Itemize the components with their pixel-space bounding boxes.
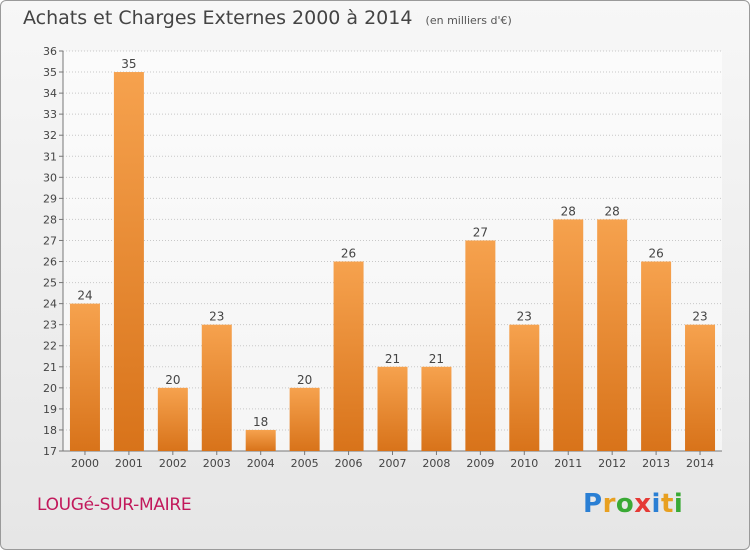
logo-letter: o xyxy=(615,489,635,519)
bar xyxy=(597,219,628,451)
y-tick-label: 25 xyxy=(43,277,57,290)
title-row: Achats et Charges Externes 2000 à 2014 (… xyxy=(23,7,512,29)
y-tick-label: 26 xyxy=(43,256,57,269)
x-tick-label: 2002 xyxy=(159,457,187,470)
logo-letter: i xyxy=(651,489,661,519)
data-label: 28 xyxy=(605,204,620,218)
y-tick-label: 29 xyxy=(43,192,57,205)
bar xyxy=(465,240,496,451)
y-tick-label: 17 xyxy=(43,445,57,458)
data-label: 24 xyxy=(77,289,92,303)
bar xyxy=(113,72,144,451)
bar xyxy=(157,387,188,451)
y-tick-label: 35 xyxy=(43,66,57,79)
y-tick-label: 31 xyxy=(43,150,57,163)
x-tick-label: 2010 xyxy=(510,457,538,470)
y-tick-label: 36 xyxy=(43,45,57,58)
town-name: LOUGé-SUR-MAIRE xyxy=(37,495,192,515)
x-tick-label: 2013 xyxy=(642,457,670,470)
data-label: 23 xyxy=(209,310,224,324)
y-tick-label: 18 xyxy=(43,424,57,437)
logo-letter: i xyxy=(673,489,684,519)
data-label: 28 xyxy=(561,204,576,218)
proxiti-logo[interactable]: Proxiti xyxy=(583,489,683,519)
bar xyxy=(685,324,716,451)
y-tick-label: 27 xyxy=(43,234,57,247)
y-tick-label: 28 xyxy=(43,213,57,226)
x-tick-label: 2006 xyxy=(335,457,363,470)
chart-title: Achats et Charges Externes 2000 à 2014 xyxy=(23,7,413,29)
bar xyxy=(421,366,452,451)
data-label: 18 xyxy=(253,415,268,429)
x-tick-label: 2001 xyxy=(115,457,143,470)
data-label: 23 xyxy=(517,310,532,324)
logo-letter: x xyxy=(634,489,652,519)
x-tick-label: 2004 xyxy=(247,457,275,470)
x-tick-label: 2005 xyxy=(291,457,319,470)
x-tick-label: 2000 xyxy=(71,457,99,470)
bar xyxy=(377,366,408,451)
bar xyxy=(289,387,320,451)
x-tick-label: 2009 xyxy=(466,457,494,470)
y-tick-label: 23 xyxy=(43,319,57,332)
bar xyxy=(641,261,672,451)
bar xyxy=(69,303,100,451)
y-tick-label: 20 xyxy=(43,382,57,395)
logo-letter: P xyxy=(583,489,603,519)
y-tick-label: 33 xyxy=(43,108,57,121)
chart-subtitle: (en milliers d'€) xyxy=(425,14,512,27)
x-tick-label: 2012 xyxy=(598,457,626,470)
data-label: 26 xyxy=(648,247,663,261)
data-label: 27 xyxy=(473,225,488,239)
data-label: 21 xyxy=(385,352,400,366)
y-tick-label: 21 xyxy=(43,361,57,374)
bar xyxy=(245,429,276,451)
data-label: 21 xyxy=(429,352,444,366)
y-tick-label: 24 xyxy=(43,298,57,311)
bar xyxy=(333,261,364,451)
data-label: 26 xyxy=(341,247,356,261)
x-tick-label: 2007 xyxy=(379,457,407,470)
logo-letter: r xyxy=(602,489,616,519)
x-tick-label: 2014 xyxy=(686,457,714,470)
y-tick-label: 30 xyxy=(43,171,57,184)
logo-letter: t xyxy=(660,489,674,519)
y-tick-label: 32 xyxy=(43,129,57,142)
data-label: 23 xyxy=(692,310,707,324)
y-tick-label: 34 xyxy=(43,87,57,100)
y-tick-label: 22 xyxy=(43,340,57,353)
data-label: 20 xyxy=(297,373,312,387)
bar xyxy=(509,324,540,451)
x-tick-label: 2011 xyxy=(554,457,582,470)
data-label: 35 xyxy=(121,57,136,71)
data-label: 20 xyxy=(165,373,180,387)
x-tick-label: 2003 xyxy=(203,457,231,470)
bar xyxy=(553,219,584,451)
bar xyxy=(201,324,232,451)
y-tick-label: 19 xyxy=(43,403,57,416)
x-tick-label: 2008 xyxy=(422,457,450,470)
